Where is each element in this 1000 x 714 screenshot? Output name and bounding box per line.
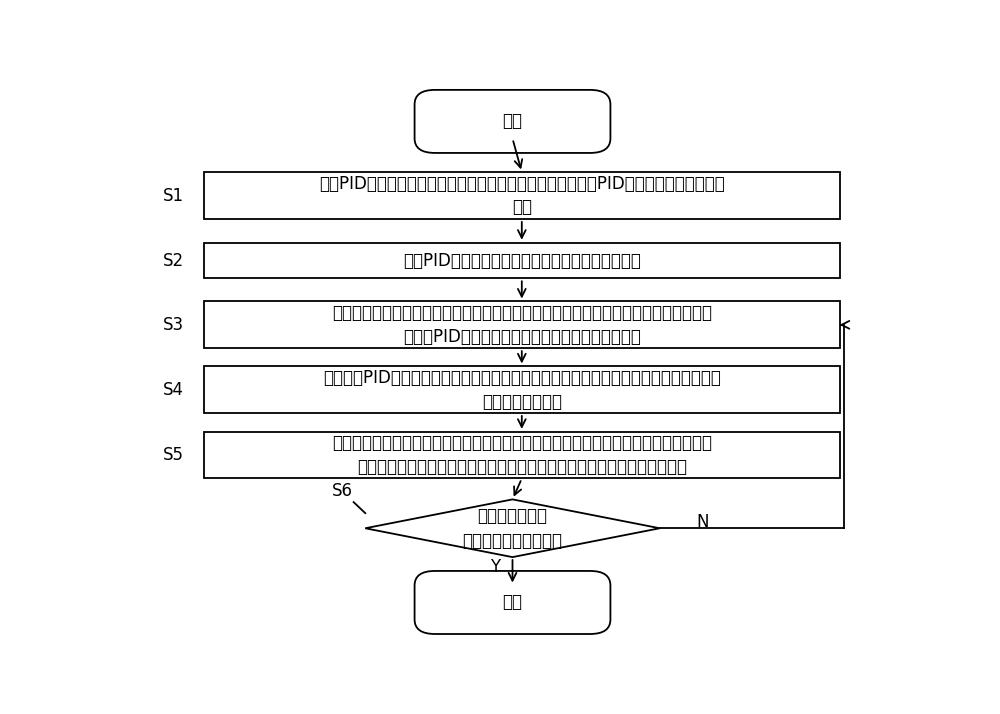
Text: S6: S6 bbox=[332, 482, 352, 500]
Text: 结束: 结束 bbox=[503, 593, 522, 611]
Text: 开始: 开始 bbox=[503, 112, 522, 131]
Bar bbox=[204, 301, 840, 348]
Text: 给定PID控制器的初步微分增益，并根据所述初步微分增益取PID控制器的初步比例增益
的値: 给定PID控制器的初步微分增益，并根据所述初步微分增益取PID控制器的初步比例增… bbox=[319, 175, 725, 216]
Text: 给定PID控制器的全局缩放系数和积分增益缩放系数: 给定PID控制器的全局缩放系数和积分增益缩放系数 bbox=[403, 251, 641, 269]
FancyBboxPatch shape bbox=[415, 90, 610, 153]
Text: S1: S1 bbox=[162, 186, 184, 205]
Text: S2: S2 bbox=[162, 251, 184, 269]
Text: S3: S3 bbox=[162, 316, 184, 334]
Bar bbox=[204, 432, 840, 478]
FancyBboxPatch shape bbox=[415, 571, 610, 634]
Bar bbox=[204, 172, 840, 219]
Text: S4: S4 bbox=[163, 381, 184, 398]
Bar bbox=[204, 243, 840, 278]
Text: 判断响应误差曲
线是否满足预设的条件: 判断响应误差曲 线是否满足预设的条件 bbox=[462, 507, 562, 550]
Polygon shape bbox=[365, 499, 660, 557]
Bar bbox=[204, 366, 840, 413]
Text: 结合被控系统的响应误差曲线以及系统预期的瞬态响应超调量、稳态误差和响应时间，
调整所述全局缩放参数、积分增益缩放参数、初步微分增益及初步比例增益: 结合被控系统的响应误差曲线以及系统预期的瞬态响应超调量、稳态误差和响应时间， 调… bbox=[332, 434, 712, 476]
Text: 基于所述PID控制器的微分增益、比例增益和积分增益初始运行被控系统，并查看被控系
统的响应误差曲线: 基于所述PID控制器的微分增益、比例增益和积分增益初始运行被控系统，并查看被控系… bbox=[323, 369, 721, 411]
Text: Y: Y bbox=[490, 558, 501, 576]
Text: 根据所述初步微分增益、初步比例增益、积分增益缩放系数以及全局缩放系数，分别计
算得到PID控制器的微分增益、比例增益和积分增益: 根据所述初步微分增益、初步比例增益、积分增益缩放系数以及全局缩放系数，分别计 算… bbox=[332, 304, 712, 346]
Text: N: N bbox=[696, 513, 709, 531]
Text: S5: S5 bbox=[163, 446, 184, 464]
